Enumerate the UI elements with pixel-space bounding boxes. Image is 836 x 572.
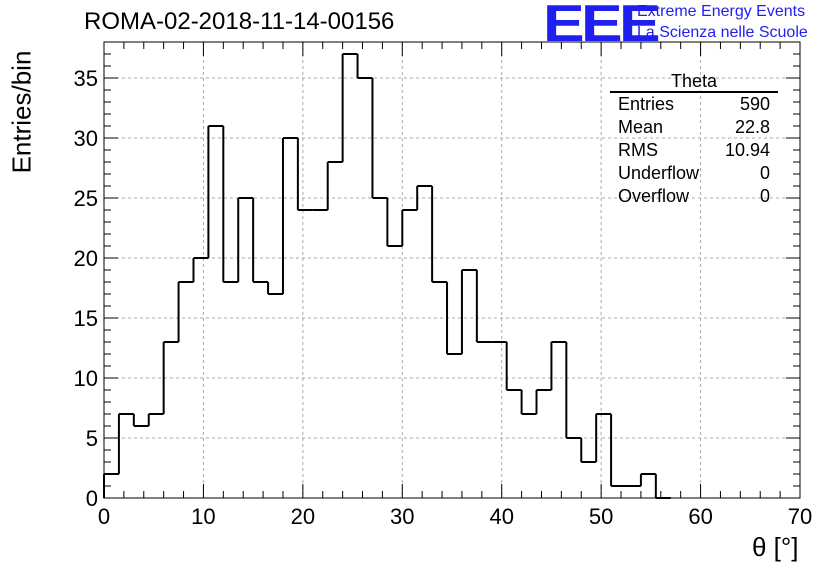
y-tick-label: 15 (74, 306, 98, 331)
stats-row-rms: RMS 10.94 (610, 139, 778, 162)
stats-row-entries: Entries 590 (610, 93, 778, 116)
logo-line-2: La Scienza nelle Scuole (637, 24, 808, 41)
x-tick-label: 60 (688, 504, 712, 529)
logo-line-1: Extreme Energy Events (637, 3, 806, 20)
stats-label: Mean (618, 117, 664, 137)
x-tick-label: 30 (390, 504, 414, 529)
stats-value: 0 (759, 163, 770, 183)
stats-label: RMS (618, 140, 658, 160)
y-axis-label: Entries/bin (6, 50, 37, 174)
stats-value: 22.8 (734, 117, 770, 137)
y-tick-label: 5 (86, 426, 98, 451)
x-axis-label: θ [°] (752, 532, 799, 562)
eee-logo: EEE Extreme Energy Events La Scienza nel… (543, 0, 833, 53)
x-tick-label: 50 (589, 504, 613, 529)
stats-title: Theta (610, 70, 778, 93)
stats-label: Entries (618, 94, 675, 114)
stats-row-overflow: Overflow 0 (610, 185, 778, 208)
stats-box: Theta Entries 590 Mean 22.8 RMS 10.94 Un… (610, 70, 778, 208)
y-tick-label: 35 (74, 66, 98, 91)
y-tick-label: 20 (74, 246, 98, 271)
stats-row-underflow: Underflow 0 (610, 162, 778, 185)
y-tick-label: 30 (74, 126, 98, 151)
x-tick-label: 10 (191, 504, 215, 529)
y-tick-label: 25 (74, 186, 98, 211)
y-tick-label: 10 (74, 366, 98, 391)
eee-logo-mark: EEE (543, 0, 661, 53)
chart-title: ROMA-02-2018-11-14-00156 (84, 8, 395, 35)
stats-value: 590 (739, 94, 770, 114)
x-tick-label: 20 (291, 504, 315, 529)
stats-row-mean: Mean 22.8 (610, 116, 778, 139)
stats-label: Overflow (618, 186, 690, 206)
x-tick-label: 0 (98, 504, 110, 529)
stats-label: Underflow (618, 163, 700, 183)
x-tick-label: 70 (788, 504, 812, 529)
y-tick-label: 0 (86, 486, 98, 511)
stats-value: 0 (759, 186, 770, 206)
stats-value: 10.94 (724, 140, 770, 160)
x-tick-label: 40 (489, 504, 513, 529)
